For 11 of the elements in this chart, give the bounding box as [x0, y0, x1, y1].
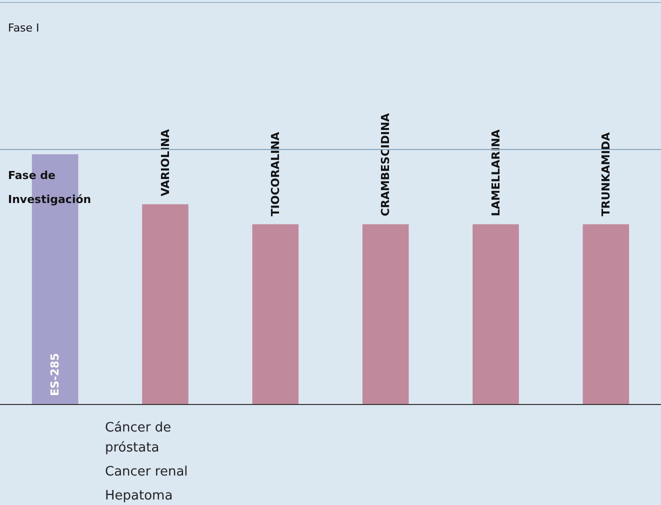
ref-line-label: Fase de Investigación: [8, 168, 92, 206]
x-tick-label: TIOCORALINA: [268, 132, 282, 216]
text: Cáncer de próstata: [105, 420, 176, 456]
x-tick-label: CRAMBESCIDINA: [379, 112, 392, 216]
x-tick-label: TRUNKAMIDA: [599, 132, 612, 216]
x-tick-label: VARIOLINA: [158, 128, 172, 196]
ref-line-label: Fase I: [8, 22, 40, 34]
x-tick-label: LAMELLARINA: [489, 128, 502, 216]
text: Cancer renal: [105, 464, 188, 480]
text: Hepatoma: [105, 488, 173, 504]
x-tick-label: ES-285: [48, 353, 62, 396]
